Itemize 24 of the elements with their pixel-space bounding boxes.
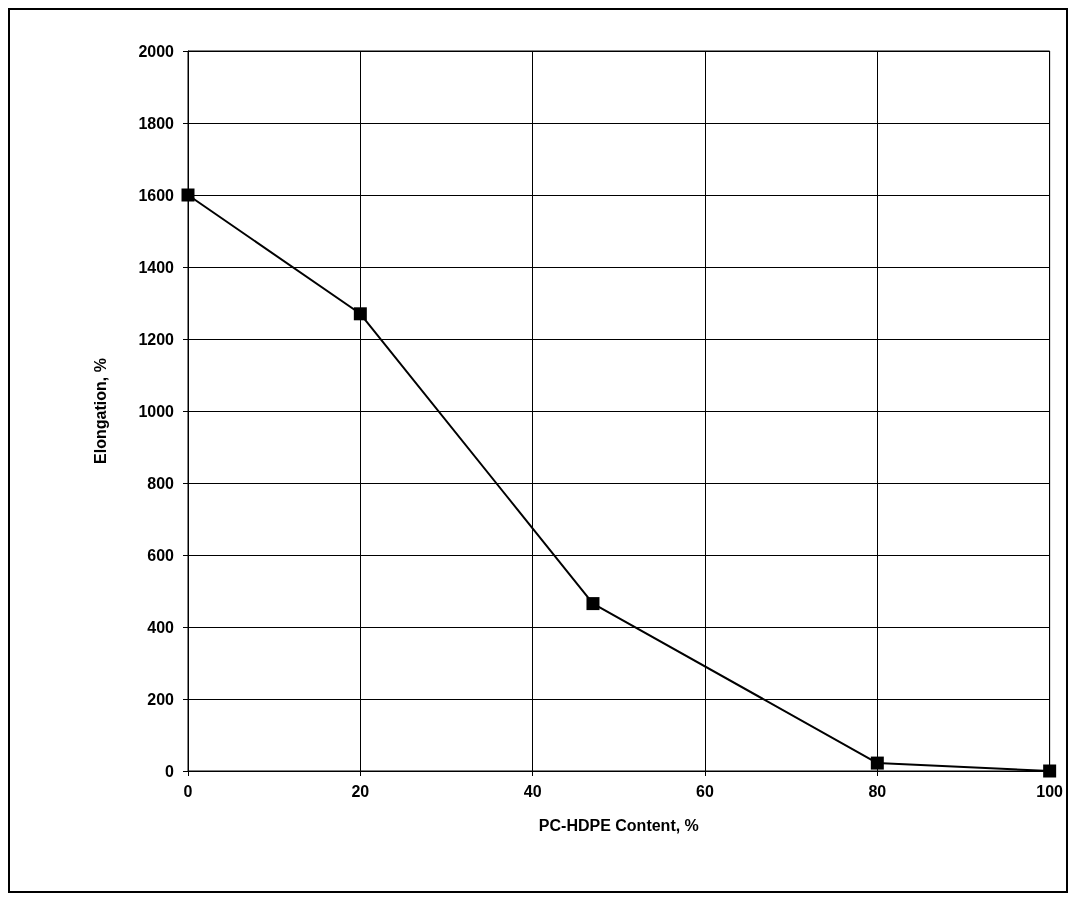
x-tick-label: 100: [1036, 782, 1064, 800]
y-tick-label: 1800: [138, 114, 175, 132]
y-axis-title: Elongation, %: [91, 358, 109, 464]
x-tick-label: 20: [351, 782, 370, 800]
point: [1043, 764, 1057, 778]
x-tick-label: 40: [523, 782, 542, 800]
y-tick-label: 2000: [138, 42, 175, 60]
x-tick-label: 80: [868, 782, 887, 800]
y-tick-label: 1000: [138, 402, 175, 420]
y-tick-label: 1400: [138, 258, 175, 276]
x-tick-label: 0: [183, 782, 193, 800]
y-tick-label: 1600: [138, 186, 175, 204]
point: [353, 307, 367, 321]
y-tick-label: 0: [165, 762, 175, 780]
y-tick-label: 400: [147, 618, 175, 636]
x-tick-label: 60: [696, 782, 714, 800]
x-axis-title: PC-HDPE Content, %: [538, 816, 699, 834]
point: [870, 756, 884, 770]
y-tick-label: 200: [147, 690, 175, 708]
point: [586, 597, 600, 611]
y-tick-label: 800: [147, 474, 175, 492]
y-tick-label: 600: [147, 546, 175, 564]
y-tick-label: 1200: [138, 330, 175, 348]
point: [181, 188, 195, 202]
